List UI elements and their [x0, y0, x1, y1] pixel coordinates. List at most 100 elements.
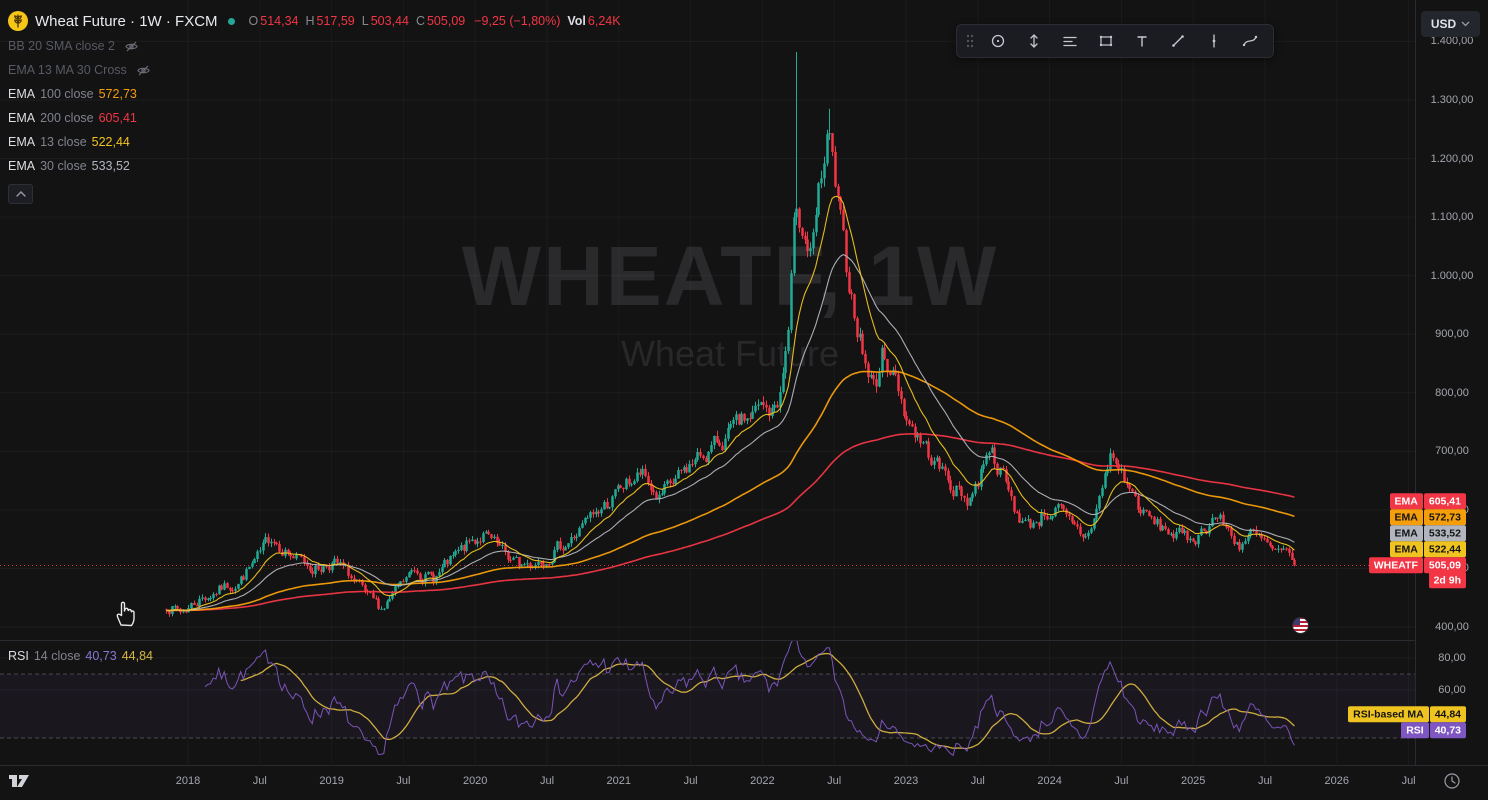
rsi-params: 14 close [33, 649, 81, 663]
indicator-params: 13 close [40, 135, 87, 149]
price-chart-canvas[interactable] [0, 0, 1415, 640]
price-tag-wheatf-4: WHEATF 505,09 [1368, 557, 1466, 574]
time-axis-label: 2026 [1324, 775, 1350, 787]
price-tag-rsi-ma: RSI-based MA 44,84 [1348, 706, 1466, 722]
time-axis-label: Jul [396, 775, 411, 787]
time-axis-label: Jul [827, 775, 842, 787]
market-status-dot[interactable] [227, 17, 235, 25]
time-axis-label: Jul [970, 775, 985, 787]
rsi-legend-row[interactable]: RSI 14 close 40,73 44,84 [8, 649, 153, 663]
time-axis-label: Jul [1401, 775, 1416, 787]
volume-label: Vol [567, 14, 586, 28]
us-flag-event-icon[interactable] [1292, 617, 1309, 634]
time-axis-label: 2019 [319, 775, 344, 787]
floating-drawing-toolbar [956, 24, 1274, 58]
tag-value: 522,44 [1423, 541, 1466, 558]
tag-label: EMA [1389, 525, 1423, 542]
indicator-value: 533,52 [91, 159, 130, 173]
price-axis-label: 1.400,00 [1430, 35, 1474, 48]
low-label: L [361, 14, 369, 28]
rsi-ma-value: 44,84 [121, 649, 153, 663]
rsi-axis-label: 80,00 [1438, 652, 1466, 664]
price-axis-label: 800,00 [1435, 386, 1469, 399]
change-value: −9,25 (−1,80%) [474, 14, 561, 28]
indicator-row-ema30[interactable]: EMA 30 close 533,52 [8, 154, 621, 178]
rsi-value: 40,73 [85, 649, 117, 663]
time-axis-label: Jul [1114, 775, 1129, 787]
currency-label: USD [1430, 17, 1457, 31]
close-value: 505,09 [426, 14, 466, 28]
rsi-chart-canvas[interactable] [0, 640, 1415, 765]
indicator-row-bb[interactable]: BB 20 SMA close 2 [8, 34, 621, 58]
open-value: 514,34 [260, 14, 299, 28]
price-tag-ema-3: EMA 522,44 [1389, 541, 1466, 558]
time-axis-scale[interactable]: 2018 Jul 2019 Jul 2020 Jul 2021 Jul 2022 Jul 2023 J… [0, 765, 1488, 800]
trend-line-tool-icon[interactable] [1161, 27, 1195, 55]
indicator-row-ema200[interactable]: EMA 200 close 605,41 [8, 106, 621, 130]
tag-label: WHEATF [1368, 557, 1423, 574]
tag-value: 505,09 [1423, 557, 1466, 574]
eye-off-icon[interactable] [124, 39, 139, 54]
indicator-name: EMA [8, 111, 36, 125]
vertical-line-tool-icon[interactable] [1197, 27, 1231, 55]
indicator-row-ema13[interactable]: EMA 13 close 522,44 [8, 130, 621, 154]
time-axis-label: Jul [1257, 775, 1273, 787]
price-axis-label: 900,00 [1435, 328, 1469, 341]
indicator-params: 30 close [40, 159, 87, 173]
price-axis-label: 1.100,00 [1430, 211, 1474, 224]
price-axis-label: 1.200,00 [1430, 152, 1474, 165]
time-axis-label: Jul [252, 775, 267, 787]
tradingview-logo[interactable] [8, 772, 31, 790]
collapse-legend-button[interactable] [8, 184, 33, 204]
time-axis-label: 2018 [175, 775, 201, 787]
chevron-down-icon [1461, 21, 1470, 27]
text-tool-icon[interactable] [1125, 27, 1159, 55]
tag-value: 572,73 [1423, 509, 1466, 526]
price-axis-label: 1.000,00 [1430, 269, 1474, 282]
indicator-row-ema100[interactable]: EMA 100 close 572,73 [8, 82, 621, 106]
indicator-name: EMA [8, 87, 36, 101]
price-axis-label: 700,00 [1435, 445, 1469, 458]
symbol-row[interactable]: Wheat Future · 1W · FXCM O 514,34 H 517,59… [8, 8, 621, 34]
indicator-value: 605,41 [98, 111, 137, 125]
high-value: 517,59 [316, 14, 355, 28]
time-axis-label: Jul [539, 775, 555, 787]
high-label: H [305, 14, 315, 28]
price-tag-ema-2: EMA 533,52 [1389, 525, 1466, 542]
price-axis-scale[interactable]: 1.400,00 1.300,00 1.200,00 1.100,00 1.000,00… [1415, 0, 1488, 765]
time-axis-label: 2024 [1037, 775, 1062, 787]
bar-countdown-tag: 2d 9h [1428, 572, 1466, 589]
clock-icon[interactable] [1443, 772, 1461, 790]
parallel-lines-tool-icon[interactable] [1053, 27, 1087, 55]
indicator-name: EMA [8, 135, 36, 149]
rsi-axis-label: 60,00 [1438, 684, 1466, 696]
indicator-name: EMA [8, 159, 36, 173]
ohlc-values: O 514,34 H 517,59 L 503,44 C 505,09 −9,25 (−… [242, 14, 621, 28]
price-axis-label: 400,00 [1435, 621, 1469, 633]
tag-value: 605,41 [1423, 493, 1466, 510]
indicator-row-ema-cross[interactable]: EMA 13 MA 30 Cross [8, 58, 621, 82]
currency-selector[interactable]: USD [1421, 11, 1480, 37]
rectangle-tool-icon[interactable] [1089, 27, 1123, 55]
tag-label: EMA [1389, 509, 1423, 526]
price-tag-ema-0: EMA 605,41 [1389, 493, 1466, 510]
indicator-value: 522,44 [91, 135, 130, 149]
countdown-value: 2d 9h [1428, 572, 1466, 589]
close-label: C [415, 14, 425, 28]
price-range-tool-icon[interactable] [1017, 27, 1051, 55]
eye-off-icon[interactable] [136, 63, 151, 78]
symbol-title[interactable]: Wheat Future · 1W · FXCM [35, 12, 218, 30]
tag-label: EMA [1389, 541, 1423, 558]
open-label: O [248, 14, 259, 28]
crosshair-tool-icon[interactable] [981, 27, 1015, 55]
indicator-params: 100 close [40, 87, 94, 101]
time-axis-label: 2020 [462, 775, 488, 787]
curve-tool-icon[interactable] [1233, 27, 1267, 55]
legend-panel: Wheat Future · 1W · FXCM O 514,34 H 517,59… [8, 8, 621, 204]
time-axis-label: 2021 [606, 775, 632, 787]
indicator-params: 200 close [40, 111, 94, 125]
price-axis-label: 1.300,00 [1430, 94, 1474, 106]
time-axis-label: 2025 [1180, 775, 1206, 787]
toolbar-drag-handle-icon[interactable] [963, 27, 977, 55]
